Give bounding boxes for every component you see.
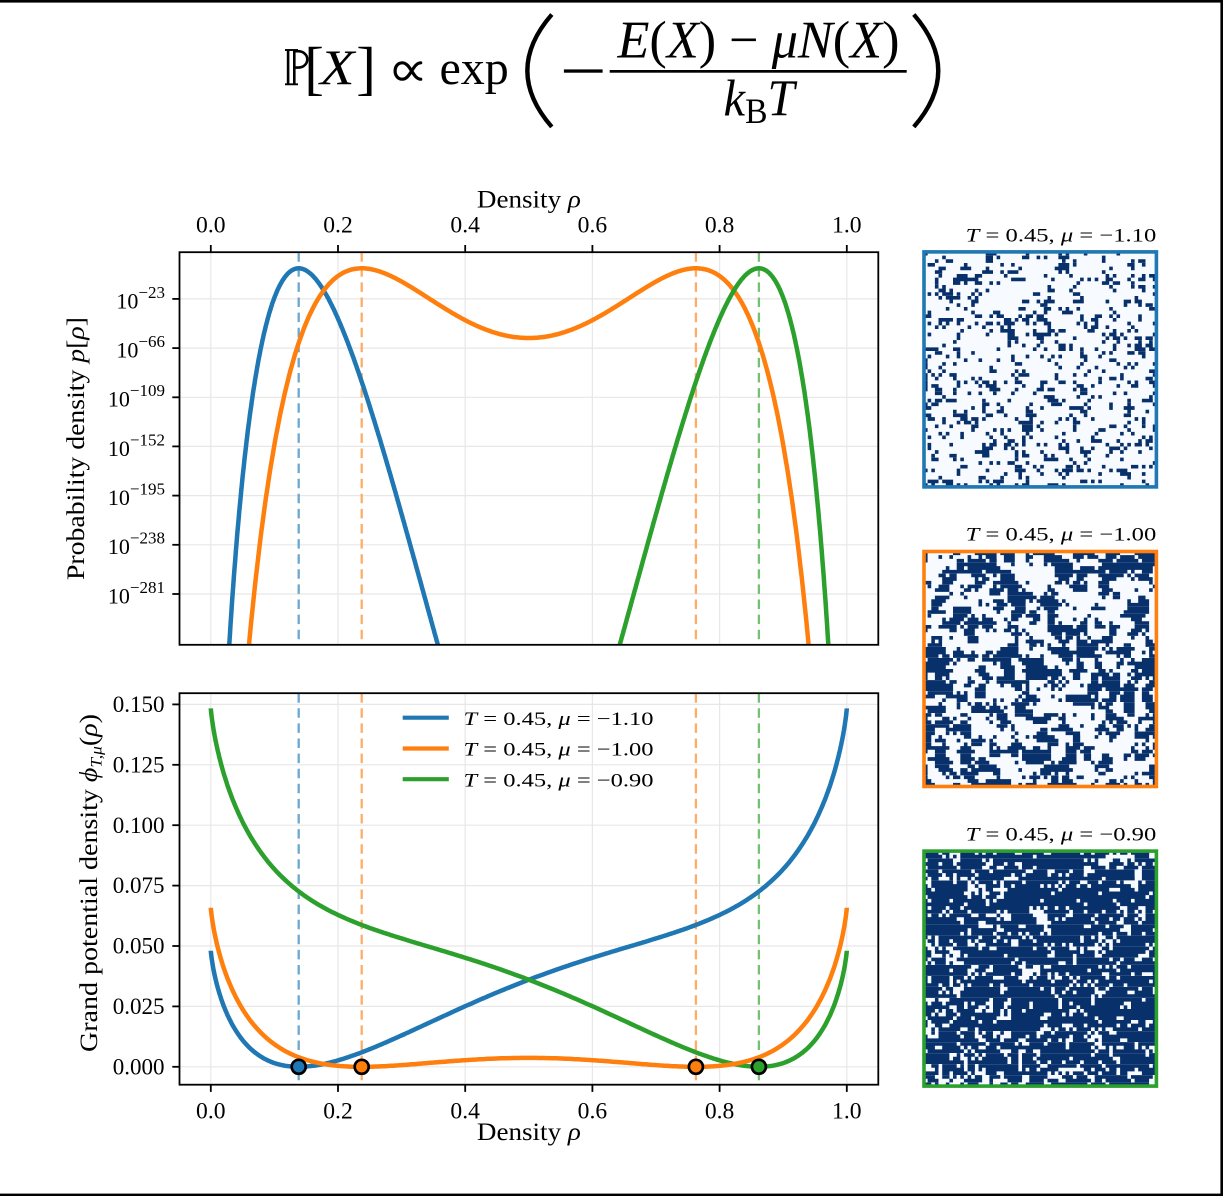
svg-text:X: X (318, 39, 358, 95)
svg-text:[: [ (304, 35, 324, 101)
svg-text:0.050: 0.050 (113, 934, 165, 959)
svg-text:T = 0.45, μ = −1.10: T = 0.45, μ = −1.10 (464, 709, 654, 730)
svg-text:0.100: 0.100 (113, 813, 165, 838)
svg-text:0.075: 0.075 (113, 873, 165, 898)
svg-text:0.0: 0.0 (196, 213, 226, 238)
svg-text:0.150: 0.150 (113, 692, 165, 717)
svg-text:]: ] (356, 35, 376, 101)
svg-text:0.0: 0.0 (196, 1098, 226, 1123)
svg-text:exp: exp (440, 42, 509, 95)
svg-text:0.000: 0.000 (113, 1054, 165, 1079)
svg-text:0.6: 0.6 (578, 213, 608, 238)
svg-text:E(X) − μN(X): E(X) − μN(X) (617, 12, 900, 70)
svg-text:Grand potential density ϕT,μ(ρ: Grand potential density ϕT,μ(ρ) (76, 714, 106, 1052)
svg-text:T = 0.45, μ = −0.90: T = 0.45, μ = −0.90 (966, 824, 1157, 845)
svg-text:0.2: 0.2 (323, 1098, 353, 1123)
svg-text:0.6: 0.6 (578, 1098, 608, 1123)
svg-text:0.8: 0.8 (705, 213, 735, 238)
svg-text:10−195: 10−195 (108, 480, 165, 511)
svg-text:0.8: 0.8 (705, 1098, 735, 1123)
svg-text:0.2: 0.2 (323, 213, 353, 238)
svg-text:1.0: 1.0 (832, 213, 862, 238)
svg-text:Density ρ: Density ρ (477, 1119, 581, 1146)
svg-text:0.4: 0.4 (450, 1098, 480, 1123)
svg-text:T = 0.45, μ = −0.90: T = 0.45, μ = −0.90 (464, 770, 654, 791)
svg-text:Density ρ: Density ρ (477, 186, 581, 213)
svg-text:T = 0.45, μ = −1.00: T = 0.45, μ = −1.00 (966, 525, 1157, 546)
svg-text:1.0: 1.0 (832, 1098, 862, 1123)
svg-text:0.4: 0.4 (450, 213, 480, 238)
svg-text:0.125: 0.125 (113, 752, 165, 777)
svg-text:0.025: 0.025 (113, 994, 165, 1019)
svg-text:Probability density p[ρ]: Probability density p[ρ] (63, 317, 90, 580)
svg-text:T = 0.45, μ = −1.00: T = 0.45, μ = −1.00 (464, 740, 654, 761)
svg-text:T = 0.45, μ = −1.10: T = 0.45, μ = −1.10 (966, 226, 1157, 247)
